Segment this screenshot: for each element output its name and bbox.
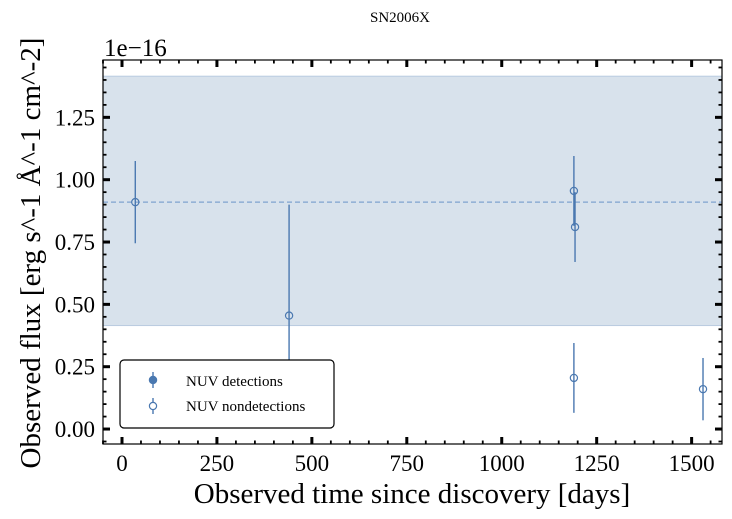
legend-detection-marker [148,375,158,385]
axes-frame [102,59,723,445]
legend-nondetection-marker [148,401,158,411]
legend-detection-label: NUV detections [186,374,283,390]
legend-box [119,359,335,429]
legend-nondetection-label: NUV nondetections [186,399,305,415]
x-tick-label: 0 [116,451,128,476]
data-point [131,197,140,207]
y-tick-label: 0.00 [55,417,95,442]
x-tick-label: 750 [390,451,425,476]
x-tick-label: 1250 [574,451,620,476]
y-tick-label: 0.50 [55,292,95,317]
y-tick-label: 1.00 [55,168,95,193]
data-point [284,311,294,320]
chart-title: SN2006X [370,10,430,26]
x-axis-label: Observed time since discovery [days] [194,478,630,510]
data-point [698,384,708,394]
legend: NUV detections NUV nondetections [119,359,335,429]
y-tick-label: 0.25 [55,355,95,380]
y-axis-label: Observed flux [erg s^-1 Å^-1 cm^-2] [15,38,47,469]
x-tick-label: 250 [200,451,235,476]
y-tick-label: 0.75 [55,230,95,255]
y-offset-label: 1e−16 [104,35,167,62]
x-tick-label: 500 [295,451,330,476]
data-point [570,222,580,232]
shaded-band [102,75,723,327]
x-tick-label: 1500 [669,451,715,476]
data-point [569,373,579,383]
y-tick-label: 1.25 [55,105,95,130]
data-point [569,186,579,196]
x-tick-label: 1000 [479,451,525,476]
